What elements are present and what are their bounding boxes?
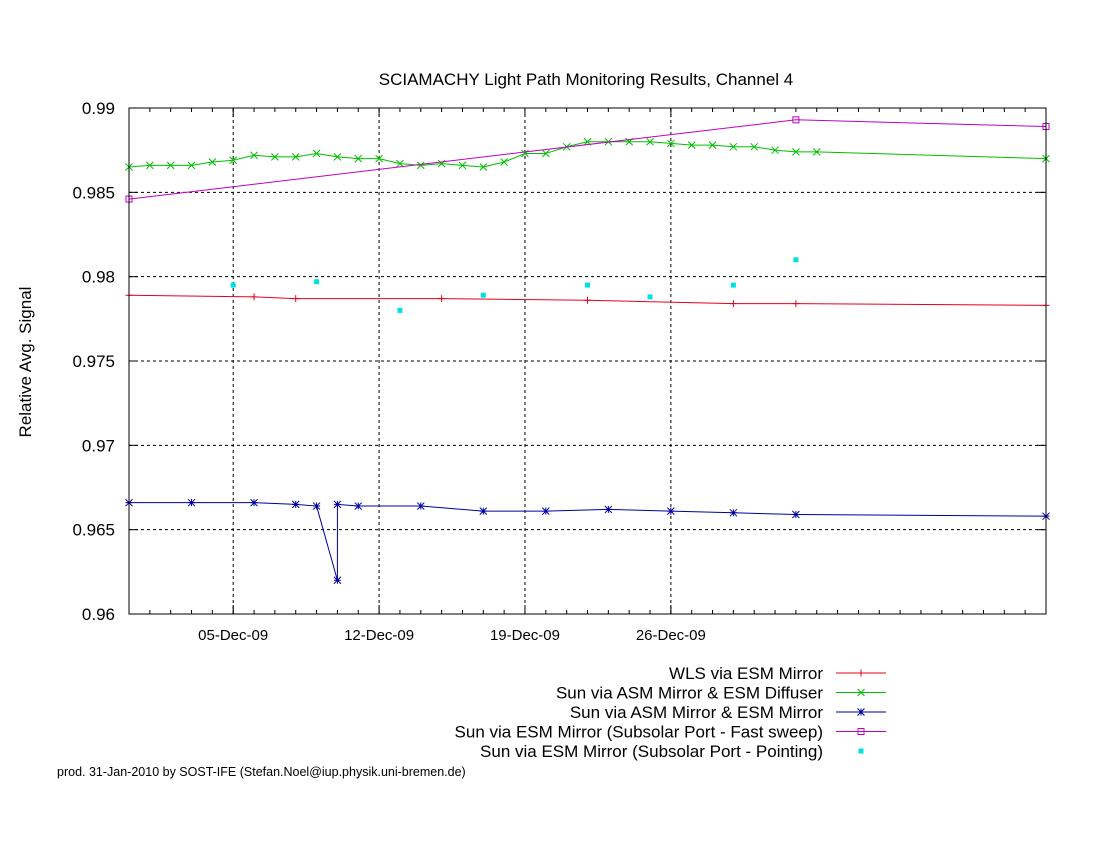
data-point (771, 146, 779, 155)
data-point (541, 507, 550, 515)
y-axis-label: Relative Avg. Signal (16, 287, 35, 438)
data-point (667, 139, 675, 148)
data-point (458, 161, 467, 170)
x-tick-label: 19-Dec-09 (490, 627, 560, 644)
data-point (166, 161, 175, 170)
y-tick-label: 0.975 (72, 352, 115, 371)
data-point (541, 149, 550, 158)
series-4 (125, 116, 1050, 203)
data-point (187, 498, 196, 507)
data-point (584, 296, 591, 304)
data-point (250, 293, 258, 301)
data-point (793, 257, 799, 263)
data-point (792, 116, 800, 124)
data-point (187, 161, 196, 170)
series-line (128, 294, 1047, 306)
data-point (397, 307, 403, 313)
legend-label: Sun via ESM Mirror (Subsolar Port - Poin… (480, 742, 823, 761)
data-point (857, 688, 865, 697)
footer-credit: prod. 31-Jan-2010 by SOST-IFE (Stefan.No… (57, 765, 466, 779)
data-point (857, 708, 865, 716)
legend-label: Sun via ASM Mirror & ESM Diffuser (556, 684, 823, 703)
series-line (129, 502, 1047, 581)
plot-frame (128, 107, 1047, 615)
data-point (521, 149, 529, 158)
x-tick-label: 12-Dec-09 (344, 627, 414, 644)
series-line (128, 141, 1047, 168)
data-point (500, 158, 508, 166)
data-point (479, 507, 488, 515)
data-point (375, 154, 383, 163)
data-point (291, 500, 300, 509)
data-point (354, 502, 363, 510)
data-point (812, 147, 821, 156)
legend-label: Sun via ASM Mirror & ESM Mirror (570, 703, 823, 722)
data-point (292, 295, 300, 303)
data-point (145, 161, 154, 170)
series-1 (125, 291, 1050, 309)
data-point (333, 500, 342, 509)
y-tick-label: 0.98 (82, 268, 115, 287)
data-point (604, 505, 613, 514)
data-point (416, 502, 425, 510)
data-point (479, 163, 488, 171)
data-point (646, 137, 654, 146)
data-point (585, 282, 590, 288)
data-point (729, 142, 738, 151)
legend-label: WLS via ESM Mirror (669, 664, 823, 683)
data-point (250, 151, 258, 160)
data-point (667, 507, 675, 515)
data-point (271, 153, 279, 161)
y-tick-label: 0.965 (72, 521, 115, 540)
y-tick-label: 0.985 (72, 183, 115, 202)
series-line (128, 119, 1047, 200)
data-point (291, 153, 300, 161)
grid-lines (129, 108, 1046, 614)
data-point (396, 159, 404, 168)
plot-area (125, 116, 1050, 585)
data-point (354, 154, 363, 163)
data-point (333, 576, 342, 585)
data-point (314, 279, 320, 285)
y-tick-label: 0.99 (82, 99, 115, 118)
data-point (792, 147, 800, 156)
series-2 (125, 137, 1050, 171)
chart-title: SCIAMACHY Light Path Monitoring Results,… (379, 70, 794, 89)
data-point (730, 282, 736, 288)
x-tick-label: 05-Dec-09 (198, 627, 268, 644)
series-3 (125, 498, 1050, 585)
data-point (229, 156, 238, 165)
series-5 (230, 257, 799, 313)
data-point (729, 508, 738, 517)
data-point (208, 158, 217, 166)
data-point (312, 149, 321, 158)
data-point (857, 669, 865, 677)
data-point (438, 295, 446, 303)
data-point (647, 294, 653, 300)
y-tick-label: 0.96 (82, 605, 115, 624)
data-point (480, 292, 486, 298)
legend-label: Sun via ESM Mirror (Subsolar Port - Fast… (455, 723, 823, 742)
data-point (857, 728, 865, 735)
axis-ticks: 0.96 0.965 0.97 0.975 0.98 0.985 0.99 05-Dec-09… (72, 99, 1047, 644)
data-point (750, 142, 759, 151)
data-point (230, 282, 236, 288)
x-tick-label: 26-Dec-09 (636, 627, 706, 644)
data-point (687, 141, 696, 149)
data-point (333, 153, 342, 161)
data-point (792, 300, 800, 308)
data-point (729, 300, 737, 308)
y-tick-label: 0.97 (82, 436, 115, 455)
data-point (858, 748, 864, 754)
data-point (416, 161, 425, 170)
data-point (250, 498, 258, 507)
data-point (312, 502, 321, 510)
data-point (792, 510, 800, 519)
data-point (708, 141, 717, 149)
